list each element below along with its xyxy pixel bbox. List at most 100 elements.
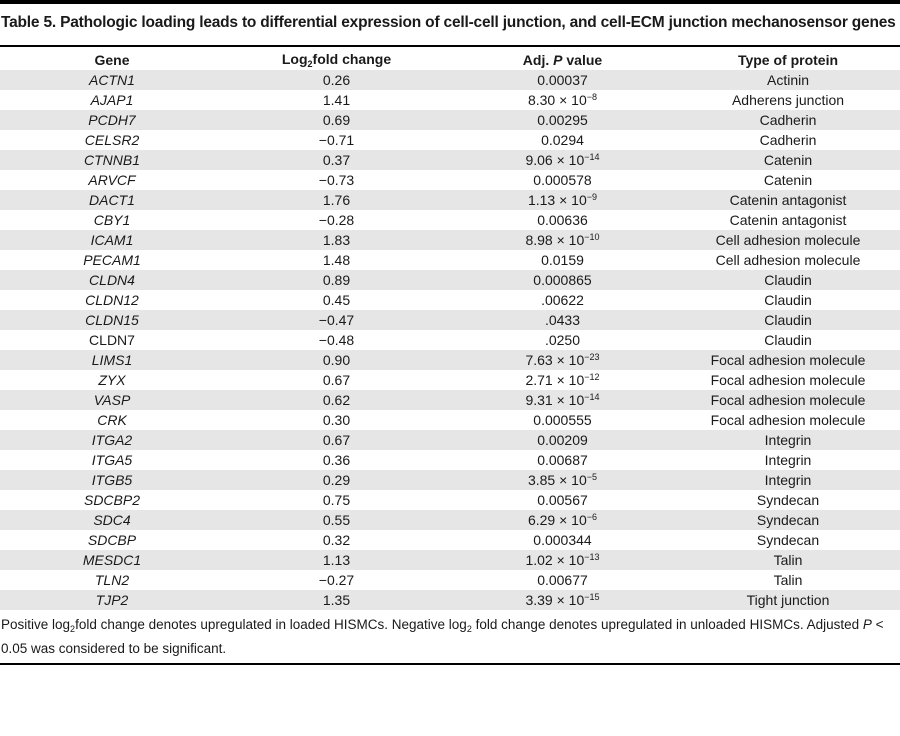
table-row: ITGA2 0.67 0.00209 Integrin (0, 430, 900, 450)
table-row: PCDH7 0.69 0.00295 Cadherin (0, 110, 900, 130)
gene-cell: VASP (0, 390, 224, 410)
p-exponent: −10 (584, 232, 600, 242)
adj-p-cell: 0.000578 (533, 172, 592, 188)
header-protein-type: Type of protein (737, 52, 839, 68)
table-row: CTNNB1 0.37 9.06 × 10−14 Catenin (0, 150, 900, 170)
p-exponent: −13 (584, 552, 600, 562)
table-footnote: Positive log2fold change denotes upregul… (1, 617, 884, 656)
protein-type-cell: Claudin (764, 332, 812, 348)
gene-cell: MESDC1 (0, 550, 224, 570)
table-row: ARVCF −0.73 0.000578 Catenin (0, 170, 900, 190)
gene-cell: SDCBP2 (83, 492, 141, 508)
table-row: ACTN1 0.26 0.00037 Actinin (0, 70, 900, 90)
protein-type-cell: Integrin (676, 470, 900, 490)
log2fc-cell: 0.32 (322, 532, 351, 548)
gene-cell: TLN2 (94, 572, 130, 588)
protein-type-cell: Syndecan (756, 532, 820, 548)
table-row: DACT1 1.76 1.13 × 10−9 Catenin antagonist (0, 190, 900, 210)
adj-p-cell: 0.00037 (449, 70, 676, 90)
adj-p-cell: 0.0159 (541, 252, 584, 268)
table-title: Table 5. Pathologic loading leads to dif… (1, 14, 896, 31)
adj-p-cell: 8.30 × 10−8 (527, 92, 598, 108)
adj-p-cell: 0.00209 (449, 430, 676, 450)
gene-cell: PCDH7 (0, 110, 224, 130)
gene-cell: CLDN12 (85, 292, 139, 308)
header-gene: Gene (94, 52, 130, 68)
adj-p-cell: 1.02 × 10−13 (449, 550, 676, 570)
adj-p-cell: 0.00687 (537, 452, 588, 468)
adj-p-cell: 8.98 × 10−10 (449, 230, 676, 250)
table-row: CLDN4 0.89 0.000865 Claudin (0, 270, 900, 290)
adj-p-cell: 3.39 × 10−15 (449, 590, 676, 610)
adj-p-cell: 6.29 × 10−6 (449, 510, 676, 530)
gene-cell: SDCBP (87, 532, 137, 548)
protein-type-cell: Actinin (676, 70, 900, 90)
gene-cell: LIMS1 (0, 350, 224, 370)
header-log2fc: Log2fold change (281, 51, 392, 69)
protein-type-cell: Integrin (764, 452, 812, 468)
table-row: CLDN12 0.45 .00622 Claudin (0, 290, 900, 310)
protein-type-cell: Talin (773, 572, 803, 588)
log2fc-cell: 0.62 (224, 390, 449, 410)
table-row: ZYX 0.67 2.71 × 10−12 Focal adhesion molecu… (0, 370, 900, 390)
p-exponent: −9 (586, 192, 598, 202)
protein-type-cell: Focal adhesion molecule (676, 350, 900, 370)
gene-cell: ZYX (98, 372, 126, 388)
log2fc-cell: 0.89 (224, 270, 449, 290)
adj-p-cell: .0250 (544, 332, 581, 348)
log2fc-cell: 1.35 (224, 590, 449, 610)
bottom-rule (0, 663, 900, 665)
gene-cell: ITGB5 (0, 470, 224, 490)
protein-type-cell: Focal adhesion molecule (710, 372, 866, 388)
table-row: ICAM1 1.83 8.98 × 10−10 Cell adhesion molec… (0, 230, 900, 250)
log2fc-cell: 0.37 (224, 150, 449, 170)
gene-cell: CRK (97, 412, 127, 428)
table-row: PECAM1 1.48 0.0159 Cell adhesion molecule (0, 250, 900, 270)
p-exponent: −8 (586, 92, 598, 102)
protein-type-cell: Catenin antagonist (676, 190, 900, 210)
adj-p-cell: 9.31 × 10−14 (449, 390, 676, 410)
table-row: CBY1 −0.28 0.00636 Catenin antagonist (0, 210, 900, 230)
adj-p-cell: 7.63 × 10−23 (449, 350, 676, 370)
table-row: ITGA5 0.36 0.00687 Integrin (0, 450, 900, 470)
log2fc-cell: 1.41 (322, 92, 351, 108)
p-exponent: −15 (584, 592, 600, 602)
protein-type-cell: Cadherin (676, 110, 900, 130)
adj-p-cell: 1.13 × 10−9 (449, 190, 676, 210)
gene-cell: CLDN4 (0, 270, 224, 290)
log2fc-cell: 1.13 (224, 550, 449, 570)
gene-cell: ICAM1 (0, 230, 224, 250)
gene-cell: CBY1 (93, 212, 131, 228)
protein-type-cell: Focal adhesion molecule (676, 390, 900, 410)
log2fc-cell: −0.71 (318, 132, 355, 148)
title-rule (0, 45, 900, 47)
protein-type-cell: Cell adhesion molecule (715, 252, 861, 268)
table-row: ITGB5 0.29 3.85 × 10−5 Integrin (0, 470, 900, 490)
log2fc-cell: −0.47 (224, 310, 449, 330)
log2fc-cell: 1.83 (224, 230, 449, 250)
gene-cell: ARVCF (88, 172, 136, 188)
gene-cell: PECAM1 (83, 252, 141, 268)
protein-type-cell: Cadherin (759, 132, 817, 148)
log2fc-cell: 0.75 (322, 492, 351, 508)
protein-type-cell: Catenin (763, 172, 813, 188)
table-row: CELSR2 −0.71 0.0294 Cadherin (0, 130, 900, 150)
adj-p-cell: .00622 (541, 292, 584, 308)
table-row: SDC4 0.55 6.29 × 10−6 Syndecan (0, 510, 900, 530)
adj-p-cell: 0.00567 (537, 492, 588, 508)
protein-type-cell: Integrin (676, 430, 900, 450)
table-row: SDCBP2 0.75 0.00567 Syndecan (0, 490, 900, 510)
protein-type-cell: Catenin (676, 150, 900, 170)
header-adj-p: Adj. P value (522, 52, 603, 68)
gene-cell: CELSR2 (84, 132, 140, 148)
protein-type-cell: Claudin (676, 310, 900, 330)
log2fc-cell: 0.29 (224, 470, 449, 490)
gene-cell: ACTN1 (0, 70, 224, 90)
protein-type-cell: Syndecan (676, 510, 900, 530)
top-rule (0, 0, 900, 4)
adj-p-cell: 0.00677 (537, 572, 588, 588)
adj-p-cell: 0.0294 (541, 132, 584, 148)
log2fc-cell: 0.69 (224, 110, 449, 130)
adj-p-cell: 0.000344 (533, 532, 592, 548)
adj-p-cell: 9.06 × 10−14 (449, 150, 676, 170)
